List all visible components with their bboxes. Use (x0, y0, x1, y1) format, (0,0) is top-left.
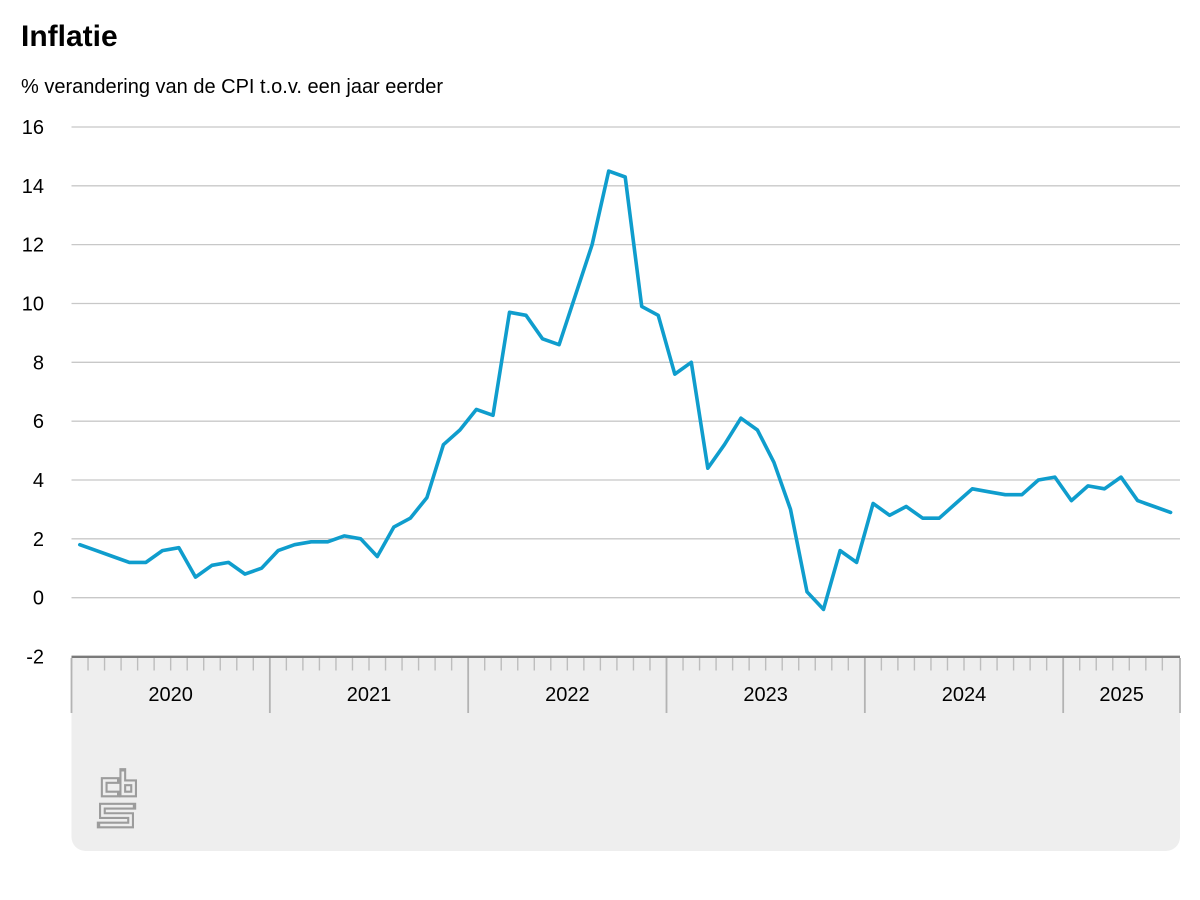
year-label: 2025 (1099, 684, 1144, 706)
chart-subtitle: % verandering van de CPI t.o.v. een jaar… (21, 76, 444, 98)
year-label: 2022 (545, 684, 590, 706)
chart-title: Inflatie (21, 20, 118, 53)
y-axis-labels: 16 14 12 10 8 6 4 2 0 -2 (22, 117, 44, 669)
x-axis-ticks (70, 658, 1181, 713)
y-tick-label: 0 (33, 588, 44, 610)
y-tick-label: 14 (22, 176, 44, 198)
x-axis-band (71, 655, 1180, 851)
y-tick-label: 12 (22, 235, 44, 257)
logo-letter-inner (102, 779, 117, 796)
inflation-line-series (78, 169, 1173, 612)
y-tick-label: 10 (22, 293, 44, 315)
y-tick-label: -2 (26, 647, 44, 669)
axis-band (71, 656, 1180, 851)
cbs-logo-glyphs (96, 768, 137, 829)
y-tick-label: 2 (33, 529, 44, 551)
inflation-polyline (78, 169, 1173, 612)
gridlines (71, 126, 1180, 599)
logo-letter-inner (121, 771, 135, 796)
logo-letter-inner (100, 804, 133, 827)
year-label: 2020 (148, 684, 193, 706)
y-tick-label: 16 (22, 117, 44, 139)
y-tick-label: 6 (33, 411, 44, 433)
year-label: 2024 (942, 684, 987, 706)
x-axis-year-labels: 2020 2021 2022 2023 2024 2025 (148, 684, 1143, 706)
year-label: 2021 (347, 684, 392, 706)
cbs-logo (96, 768, 137, 829)
year-label: 2023 (743, 684, 788, 706)
y-tick-label: 8 (33, 352, 44, 374)
y-tick-label: 4 (33, 470, 44, 492)
